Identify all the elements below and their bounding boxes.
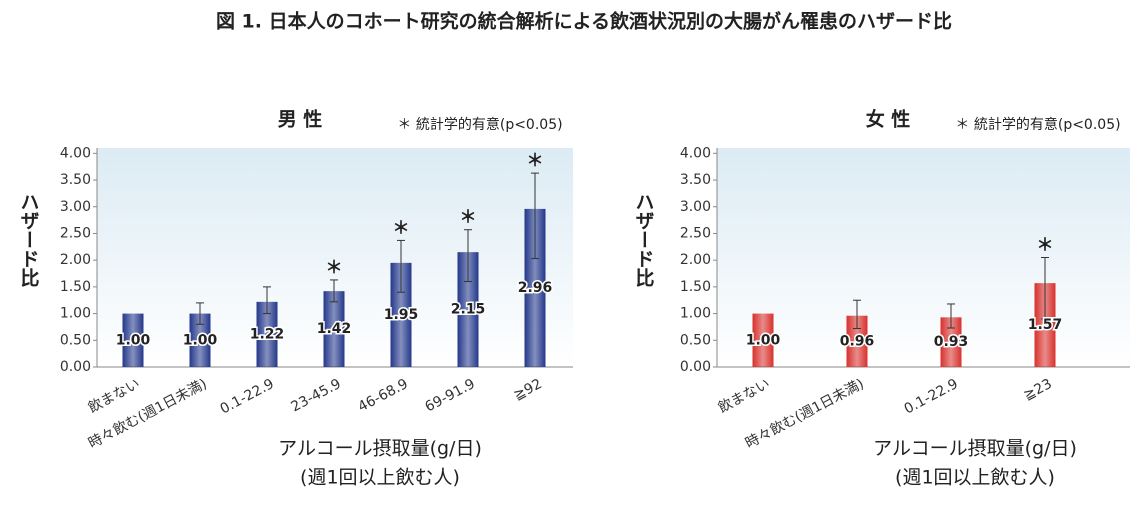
x-tick-label: 時々飲む(週1日未満) (86, 376, 210, 452)
bar (390, 262, 412, 367)
y-axis-label: ハザード比 (633, 192, 655, 288)
value-label: 2.96 (518, 280, 553, 296)
y-tick-label: 0.50 (680, 332, 711, 348)
y-tick-label: 3.50 (60, 172, 91, 188)
y-tick-label: 1.00 (60, 306, 91, 322)
bar (846, 315, 868, 367)
y-tick-label: 3.00 (60, 199, 91, 215)
value-label: 1.95 (384, 307, 419, 323)
value-label: 0.96 (840, 333, 875, 349)
significance-mark: ＊ (527, 151, 544, 171)
x-tick-label: 69-91.9 (423, 376, 478, 416)
bar (1034, 283, 1056, 367)
x-tick-label: 飲まない (86, 376, 143, 416)
significance-note: ＊ 統計学的有意(p<0.05) (955, 116, 1120, 133)
bar (122, 313, 144, 367)
y-tick-label: 3.00 (680, 199, 711, 215)
y-tick-label: 1.50 (60, 279, 91, 295)
y-tick-label: 3.50 (680, 172, 711, 188)
y-tick-label: 4.00 (680, 145, 711, 161)
value-label: 1.42 (317, 321, 352, 337)
y-tick-label: 2.00 (680, 252, 711, 268)
x-tick-label: ≧23 (1021, 376, 1055, 404)
panel-title: 女 性 (866, 108, 911, 131)
value-label: 1.00 (116, 332, 151, 348)
y-tick-label: 1.00 (680, 306, 711, 322)
bar (256, 301, 278, 367)
figure-title: 図 1. 日本人のコホート研究の統合解析による飲酒状況別の大腸がん罹患のハザード… (216, 10, 952, 33)
x-tick-label: 飲まない (716, 376, 773, 416)
x-axis-label: アルコール摂取量(g/日) (873, 438, 1077, 460)
y-tick-label: 4.00 (60, 145, 91, 161)
significance-mark: ＊ (460, 208, 477, 228)
x-tick-label: 46-68.9 (356, 376, 411, 416)
x-tick-label: 23-45.9 (289, 376, 344, 416)
x-axis-label: アルコール摂取量(g/日) (278, 438, 482, 460)
x-axis-label: (週1回以上飲む人) (895, 467, 1055, 489)
panel-title: 男 性 (278, 108, 323, 131)
x-tick-label: 0.1-22.9 (218, 376, 277, 418)
significance-note: ＊ 統計学的有意(p<0.05) (397, 116, 562, 133)
y-tick-label: 0.50 (60, 332, 91, 348)
y-axis-label: ハザード比 (18, 192, 40, 288)
bar (524, 208, 546, 367)
y-tick-label: 2.00 (60, 252, 91, 268)
bar (752, 313, 774, 367)
y-tick-label: 1.50 (680, 279, 711, 295)
y-tick-label: 2.50 (680, 225, 711, 241)
value-label: 0.93 (934, 334, 969, 350)
plot-background (717, 148, 1130, 367)
bar (940, 317, 962, 367)
significance-mark: ＊ (393, 218, 410, 238)
y-tick-label: 2.50 (60, 225, 91, 241)
bar (323, 291, 345, 367)
x-tick-label: ≧92 (511, 376, 545, 404)
x-axis-label: (週1回以上飲む人) (300, 467, 460, 489)
bar (189, 313, 211, 367)
y-tick-label: 0.00 (60, 359, 91, 375)
significance-mark: ＊ (1037, 236, 1054, 256)
bar (457, 252, 479, 367)
x-tick-label: 0.1-22.9 (902, 376, 961, 418)
value-label: 1.22 (250, 326, 285, 342)
y-tick-label: 0.00 (680, 359, 711, 375)
value-label: 1.00 (746, 332, 781, 348)
value-label: 1.00 (183, 332, 218, 348)
value-label: 1.57 (1028, 317, 1063, 333)
value-label: 2.15 (451, 302, 486, 318)
significance-mark: ＊ (326, 258, 343, 278)
